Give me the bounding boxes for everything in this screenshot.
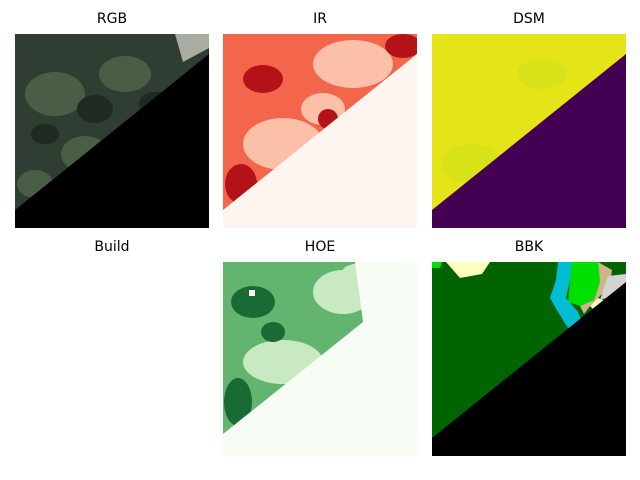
- panel-title-ir: IR: [313, 11, 327, 27]
- bbk-nodata: [432, 282, 626, 456]
- rgb-image: [15, 34, 209, 228]
- build-empty-panel: [15, 262, 209, 456]
- bbk-gray: [600, 274, 626, 300]
- hoe-dark-patch: [261, 322, 285, 342]
- rgb-shadow-patch: [31, 124, 59, 144]
- bbk-cream-top: [446, 262, 490, 278]
- dsm-variation: [517, 59, 567, 89]
- bbk-tan: [580, 262, 612, 314]
- bbk-image: [432, 262, 626, 456]
- ir-dark-patch: [385, 34, 417, 58]
- ir-dark-patch: [243, 65, 283, 93]
- hoe-dark-patch: [224, 378, 252, 426]
- rgb-canopy-patch: [25, 72, 85, 116]
- dsm-image: [432, 34, 626, 228]
- bbk-lime-left: [432, 262, 442, 268]
- hoe-dark-patch: [231, 286, 275, 318]
- ir-image: [223, 34, 417, 228]
- rgb-shadow-patch: [77, 95, 113, 123]
- panel-title-rgb: RGB: [96, 11, 128, 27]
- panel-title-build: Build: [94, 239, 130, 255]
- hoe-nodata-speck: [249, 290, 255, 296]
- ir-background: [223, 54, 417, 228]
- dsm-low: [432, 54, 626, 228]
- rgb-canopy-patch: [99, 56, 151, 92]
- panel-title-bbk: BBK: [514, 239, 544, 255]
- panel-title-dsm: DSM: [513, 11, 545, 27]
- rgb-road: [175, 34, 209, 62]
- hoe-image: [223, 262, 417, 456]
- bbk-cyan: [550, 262, 582, 328]
- panel-title-hoe: HOE: [304, 239, 336, 255]
- hoe-background: [223, 262, 417, 456]
- bbk-lime: [568, 262, 600, 306]
- ir-light-patch: [313, 40, 393, 88]
- rgb-nodata: [15, 54, 209, 228]
